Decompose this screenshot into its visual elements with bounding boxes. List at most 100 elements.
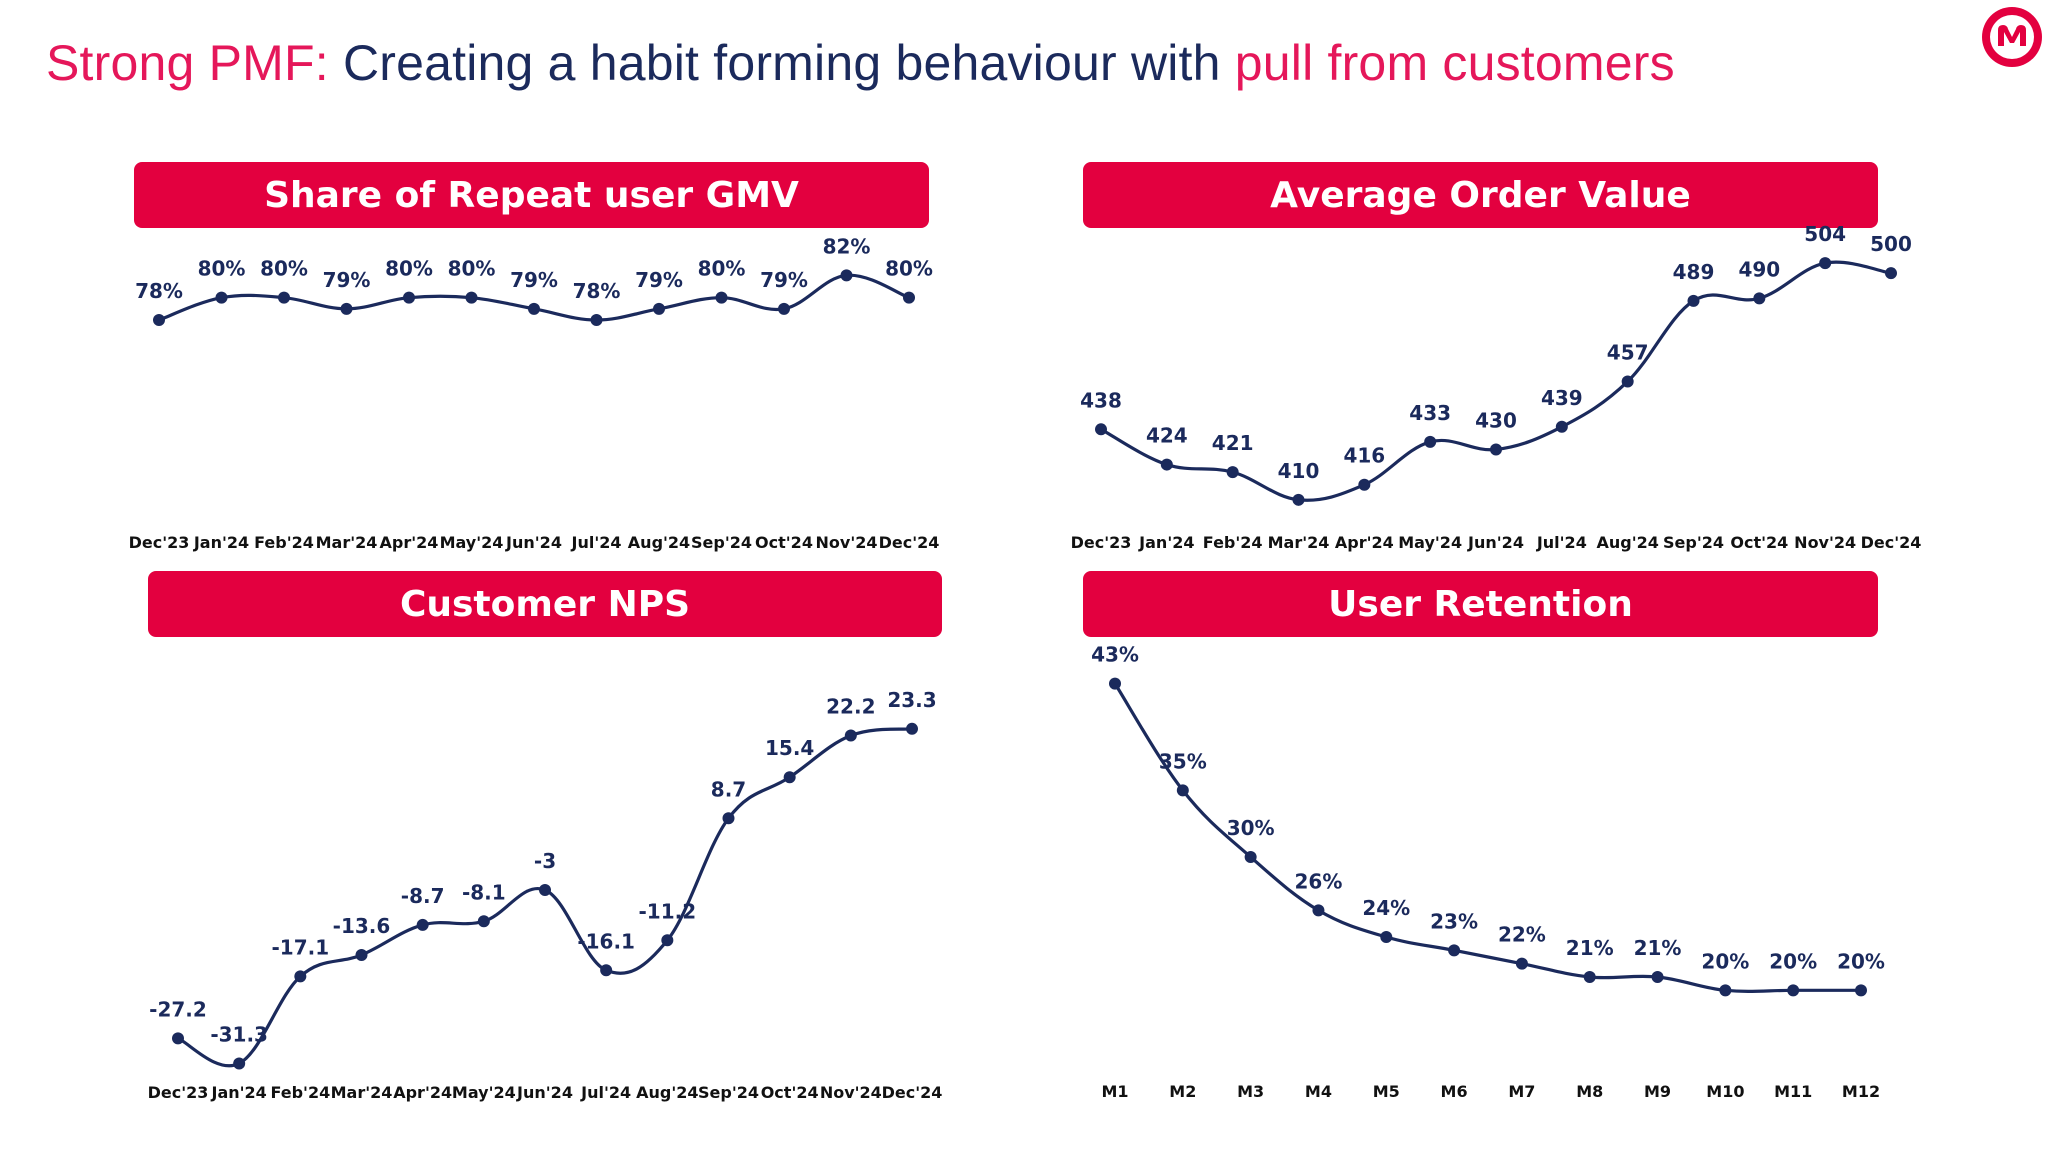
aov-x-tick-label: Jul'24 [1536,533,1587,552]
gmv-data-point [403,291,415,304]
nps-x-tick-label: Feb'24 [270,1083,330,1102]
aov-data-label: 421 [1212,431,1254,455]
nps-x-tick-label: Jun'24 [516,1083,573,1102]
retention-data-point [1380,931,1393,943]
nps-data-label: -16.1 [577,929,635,953]
gmv-x-tick-label: Apr'24 [380,533,439,552]
gmv-x-tick-label: Oct'24 [755,533,813,552]
retention-data-label: 23% [1430,909,1478,933]
nps-x-tick-label: Oct'24 [761,1083,819,1102]
aov-series-line [1100,260,1892,502]
nps-data-label: 15.4 [765,736,814,760]
gmv-data-label: 80% [698,257,746,281]
retention-data-point [1855,984,1867,997]
aov-data-label: 424 [1146,424,1188,448]
aov-data-label: 439 [1541,386,1583,410]
aov-x-tick-label: Sep'24 [1663,533,1724,552]
aov-x-tick-label: Dec'24 [1861,533,1922,552]
nps-x-tick-label: Nov'24 [820,1083,882,1102]
aov-data-label: 457 [1607,340,1649,364]
gmv-data-point [715,291,728,304]
gmv-data-point [278,291,290,304]
aov-data-label: 430 [1475,408,1517,432]
gmv-data-point [465,291,478,304]
aov-data-point [1753,292,1766,305]
aov-x-tick-label: Nov'24 [1794,533,1856,552]
nps-data-point [722,812,735,825]
gmv-x-tick-label: Dec'23 [129,533,190,552]
aov-chart-title: Average Order Value [1083,162,1878,228]
nps-x-tick-label: Dec'23 [148,1083,209,1102]
nps-data-point [355,948,368,961]
retention-data-label: 24% [1362,896,1410,920]
nps-x-tick-label: Jan'24 [211,1083,267,1102]
retention-data-label: 20% [1769,949,1817,973]
nps-data-point [906,722,918,735]
gmv-x-tick-label: Jul'24 [571,533,622,552]
retention-data-point [1583,971,1596,983]
retention-x-tick-label: M10 [1706,1082,1744,1101]
aov-x-tick-label: Apr'24 [1335,533,1394,552]
nps-x-tick-label: Aug'24 [636,1083,698,1102]
aov-data-point [1095,423,1107,436]
gmv-data-point [590,314,603,326]
gmv-data-point [778,302,790,315]
nps-data-point [172,1032,184,1045]
gmv-data-point [340,302,353,315]
gmv-x-tick-label: Jan'24 [193,533,249,552]
retention-data-point [1244,851,1257,863]
retention-data-point [1651,971,1664,983]
nps-data-label: -3 [534,849,556,873]
retention-data-label: 26% [1295,869,1343,893]
aov-data-label: 489 [1673,260,1715,284]
nps-data-point [294,970,307,983]
nps-data-label: -8.1 [462,880,506,904]
gmv-data-label: 78% [135,279,183,303]
gmv-data-label: 79% [760,268,808,292]
aov-data-point [1490,443,1502,456]
retention-x-tick-label: M3 [1237,1082,1264,1101]
aov-x-tick-label: May'24 [1398,533,1462,552]
aov-x-tick-label: Mar'24 [1268,533,1330,552]
retention-data-label: 20% [1701,949,1749,973]
nps-data-label: 22.2 [826,695,875,719]
aov-data-point [1819,257,1832,270]
gmv-data-label: 79% [635,268,683,292]
gmv-data-label: 79% [323,268,371,292]
nps-data-label: -8.7 [401,884,445,908]
retention-data-label: 20% [1837,949,1885,973]
nps-x-tick-label: Mar'24 [331,1083,393,1102]
nps-series-line [177,727,913,1068]
title-main-text: Creating a habit forming behaviour with [342,35,1221,91]
aov-data-label: 504 [1804,222,1846,246]
nps-data-point [783,771,796,784]
aov-data-point [1358,478,1371,491]
aov-x-tick-label: Dec'23 [1071,533,1132,552]
retention-data-label: 22% [1498,923,1546,947]
aov-data-label: 433 [1409,401,1451,425]
gmv-x-tick-label: Sep'24 [691,533,752,552]
aov-data-label: 490 [1738,257,1780,281]
aov-data-point [1885,267,1897,280]
gmv-data-label: 80% [885,257,933,281]
nps-data-label: -13.6 [333,914,391,938]
nps-data-point [539,884,551,896]
nps-data-point [600,964,613,977]
retention-x-tick-label: M6 [1441,1082,1468,1101]
aov-data-point [1687,294,1700,307]
retention-data-label: 35% [1159,749,1207,773]
gmv-data-label: 80% [260,257,308,281]
nps-data-point [233,1057,246,1070]
gmv-data-label: 82% [823,234,871,258]
gmv-data-point [528,302,540,315]
retention-x-tick-label: M11 [1774,1082,1812,1101]
gmv-data-point [653,302,665,315]
gmv-x-tick-label: Nov'24 [816,533,878,552]
aov-x-tick-label: Jun'24 [1467,533,1524,552]
nps-x-tick-label: Dec'24 [882,1083,943,1102]
nps-data-point [416,918,429,931]
title-accent-suffix: pull from customers [1234,35,1675,91]
gmv-data-label: 80% [198,257,246,281]
aov-data-point [1226,466,1239,479]
